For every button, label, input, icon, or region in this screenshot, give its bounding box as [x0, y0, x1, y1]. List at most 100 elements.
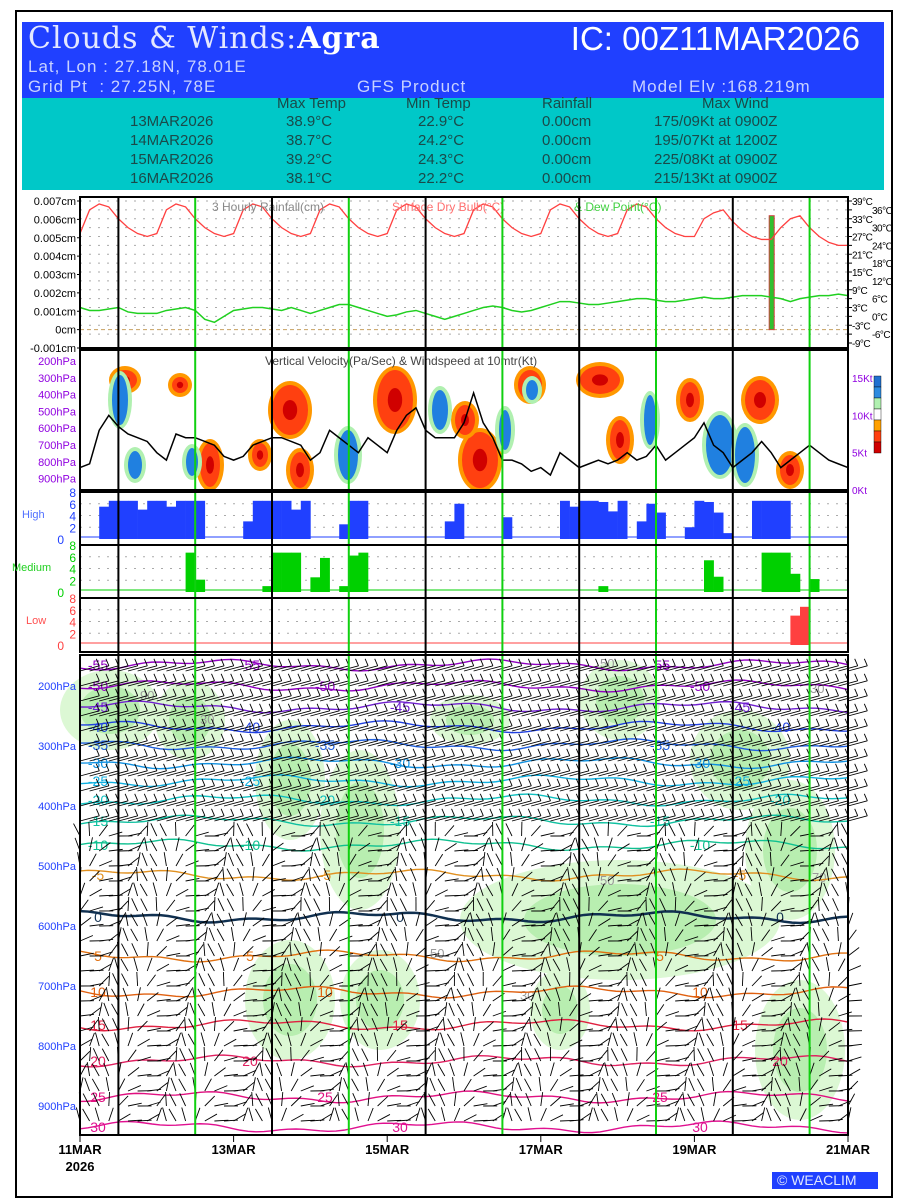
wind-barb — [281, 919, 295, 927]
col-header-max-temp: Max Temp — [277, 95, 346, 112]
wind-barb-flag — [739, 778, 743, 787]
isotherm-line — [79, 1120, 849, 1134]
upward-motion-contour — [786, 464, 794, 476]
summary-cell-min: 22.9°C — [418, 113, 465, 130]
wind-barb — [838, 1011, 852, 1017]
wind-barb-flag — [307, 793, 311, 802]
wind-barb — [449, 1062, 455, 1077]
wind-barb — [406, 695, 426, 702]
wind-barb — [166, 665, 186, 672]
wind-barb — [329, 755, 350, 762]
wind-barb — [168, 1108, 177, 1122]
wind-barb — [684, 785, 705, 792]
wind-barb-flag — [239, 718, 244, 727]
wind-barb-flag — [383, 733, 388, 742]
wind-barb — [415, 1094, 425, 1107]
wind-barb — [281, 725, 302, 732]
isotherm-label: -5 — [92, 867, 105, 883]
wind-barb-flag — [508, 763, 513, 772]
wind-barb — [122, 927, 129, 942]
wind-barb — [278, 987, 283, 1002]
wind-barb — [559, 1085, 574, 1092]
cloud-tick-label: 2 — [69, 521, 76, 535]
wind-barb — [367, 755, 388, 762]
wind-barb-flag — [614, 718, 619, 727]
wind-barb — [543, 973, 551, 987]
cloud-bar-high — [108, 500, 119, 539]
wind-barb — [713, 832, 728, 837]
wind-barb-flag — [355, 808, 359, 817]
wind-barb-flag — [211, 673, 215, 682]
wind-barb — [137, 815, 158, 822]
wind-barb — [674, 1107, 680, 1122]
wind-barb — [435, 695, 455, 702]
cloud-tick-label: 6 — [69, 604, 76, 618]
wind-barb-flag — [863, 718, 868, 727]
wind-barb — [742, 1057, 757, 1062]
wind-barb — [627, 710, 647, 717]
wind-barb — [308, 867, 311, 882]
wind-barb-flag — [825, 703, 830, 712]
cloud-bar-high — [195, 500, 206, 539]
wind-barb — [473, 665, 494, 672]
wind-barb — [588, 710, 609, 717]
wind-barb — [713, 785, 734, 792]
wind-barb-flag — [643, 763, 647, 772]
wind-barb — [617, 695, 638, 702]
wind-barb — [473, 868, 482, 882]
wind-barb — [156, 981, 171, 987]
wind-barb — [131, 943, 139, 957]
wind-barb — [793, 1003, 801, 1017]
wind-barb — [770, 918, 784, 927]
cloud-bar-medium — [771, 552, 782, 592]
wind-barb-flag — [595, 718, 599, 727]
wind-barb — [784, 1092, 791, 1107]
wind-barb — [214, 869, 223, 882]
wind-barb — [597, 883, 605, 897]
wind-barb — [281, 740, 302, 747]
wind-barb — [771, 710, 791, 717]
wind-barb — [672, 882, 676, 897]
wind-barb — [236, 853, 244, 867]
wind-barb-flag — [307, 718, 311, 727]
wind-barb — [118, 1078, 126, 1092]
wind-barb — [329, 1081, 341, 1092]
cloud-bar-medium — [291, 552, 302, 592]
wind-barb — [444, 950, 459, 957]
wind-barb — [684, 918, 698, 927]
wind-barb — [214, 1119, 229, 1122]
wind-barb — [195, 725, 215, 732]
wind-barb — [408, 853, 417, 867]
wind-barb — [847, 965, 862, 972]
wind-barb-flag — [748, 658, 753, 667]
wind-barb — [674, 1069, 688, 1077]
wind-barb — [531, 695, 551, 702]
wind-barb-flag — [95, 778, 100, 787]
wind-barb — [118, 815, 138, 822]
wind-barb — [300, 680, 321, 687]
wind-barb — [290, 900, 301, 912]
wind-barb — [358, 800, 378, 807]
wind-barb — [396, 710, 417, 717]
wind-barb-flag — [566, 808, 571, 817]
wind-barb — [214, 1102, 229, 1107]
wind-barb-flag — [787, 748, 791, 757]
wind-barb-flag — [835, 778, 839, 787]
wind-barb — [444, 1002, 448, 1017]
temp-tick-label: 21°C — [852, 250, 873, 261]
wind-barb — [293, 958, 302, 972]
wind-barb — [367, 931, 379, 942]
wind-barb — [771, 1025, 785, 1032]
wind-barb-flag — [163, 688, 167, 697]
wind-barb — [387, 1103, 402, 1107]
wind-barb — [579, 770, 599, 777]
wind-barb — [511, 999, 527, 1002]
wind-barb — [136, 867, 139, 882]
wind-barb-flag — [777, 718, 782, 727]
wind-barb-flag — [662, 673, 667, 682]
wind-barb — [694, 889, 708, 897]
wind-barb — [588, 695, 609, 702]
wind-barb — [809, 1114, 823, 1122]
wind-barb — [665, 725, 686, 732]
wind-barb-flag — [518, 703, 523, 712]
